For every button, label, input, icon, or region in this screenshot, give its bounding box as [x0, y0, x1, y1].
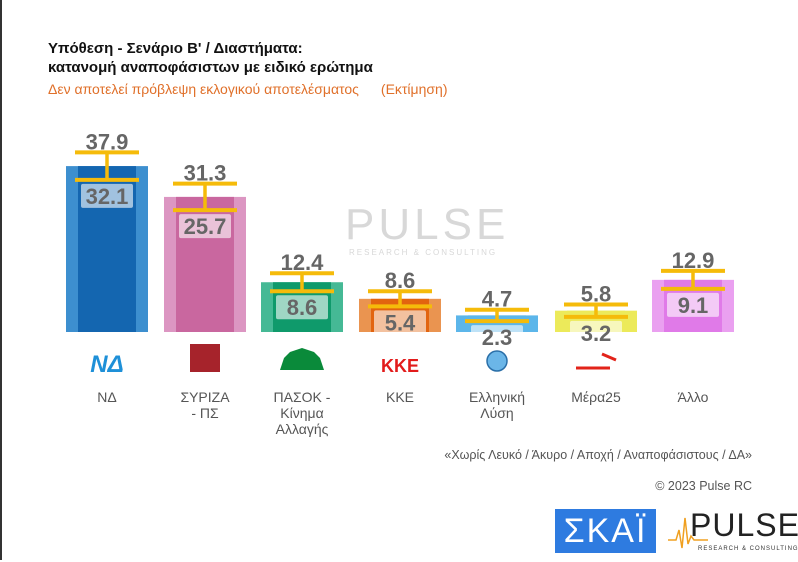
high-value-label: 37.9	[86, 129, 129, 154]
low-label-box	[570, 320, 622, 345]
low-label-box	[276, 295, 328, 320]
high-value-label: 12.4	[281, 250, 325, 275]
category-label: Ελληνική	[469, 389, 525, 405]
low-label-box	[179, 214, 231, 239]
footnote: «Χωρίς Λευκό / Άκυρο / Αποχή / Αναποφάσι…	[444, 448, 752, 462]
pasok-sun-icon	[280, 348, 324, 370]
mera25-logo-icon	[576, 352, 617, 370]
low-value-label: 5.4	[385, 310, 416, 335]
nd-logo-icon: ΝΔ	[90, 351, 123, 378]
category-label: ΠΑΣΟΚ -	[274, 389, 331, 405]
elliniki-lysi-logo-icon	[486, 350, 508, 372]
copyright: © 2023 Pulse RC	[655, 479, 752, 493]
category-label: Κίνημα	[280, 405, 323, 421]
high-value-label: 5.8	[581, 282, 612, 307]
subtitle-tag: (Εκτίμηση)	[380, 81, 448, 97]
chart-title-line1: Υπόθεση - Σενάριο Β' / Διαστήματα:	[48, 40, 303, 57]
kke-logo-icon: ΚΚΕ	[381, 356, 419, 376]
category-label: Μέρα25	[571, 389, 621, 405]
category-label: ΚΚΕ	[386, 389, 414, 405]
pulse-wordmark: PULSE	[690, 507, 798, 543]
category-label: Αλλαγής	[276, 421, 329, 437]
low-label-box	[667, 292, 719, 317]
category-label: Λύση	[480, 405, 513, 421]
chart-title-line2: κατανομή αναποφάσιστων με ειδικό ερώτημα	[48, 59, 373, 76]
low-label-box	[81, 183, 133, 208]
chart-subtitle: Δεν αποτελεί πρόβλεψη εκλογικού αποτελέσ…	[48, 80, 448, 98]
skai-logo: ΣΚΑΪ	[555, 509, 656, 553]
low-value-label: 3.2	[581, 321, 612, 346]
low-label-box	[471, 325, 523, 350]
high-value-label: 4.7	[482, 287, 513, 312]
watermark-wordmark: PULSE	[345, 200, 510, 249]
category-label: - ΠΣ	[191, 405, 219, 421]
pulse-logo: PULSE RESEARCH & CONSULTING	[668, 508, 798, 554]
low-value-label: 8.6	[287, 295, 318, 320]
low-value-label: 25.7	[184, 214, 227, 239]
category-label: ΣΥΡΙΖΑ	[180, 389, 230, 405]
low-value-label: 2.3	[482, 325, 513, 350]
pulse-watermark: PULSE RESEARCH & CONSULTING	[345, 203, 509, 258]
high-value-label: 8.6	[385, 268, 416, 293]
low-value-label: 32.1	[86, 184, 129, 209]
syriza-logo-icon	[190, 344, 220, 372]
low-label-box	[374, 310, 426, 335]
pulse-tagline: RESEARCH & CONSULTING	[698, 546, 798, 552]
category-label: ΝΔ	[97, 389, 116, 405]
watermark-tagline: RESEARCH & CONSULTING	[349, 248, 498, 257]
low-value-label: 9.1	[678, 293, 709, 318]
category-label: Άλλο	[678, 389, 709, 405]
high-value-label: 12.9	[672, 248, 715, 273]
high-value-label: 31.3	[184, 161, 227, 186]
pulse-wave-icon	[668, 517, 708, 549]
subtitle-text: Δεν αποτελεί πρόβλεψη εκλογικού αποτελέσ…	[48, 81, 359, 97]
